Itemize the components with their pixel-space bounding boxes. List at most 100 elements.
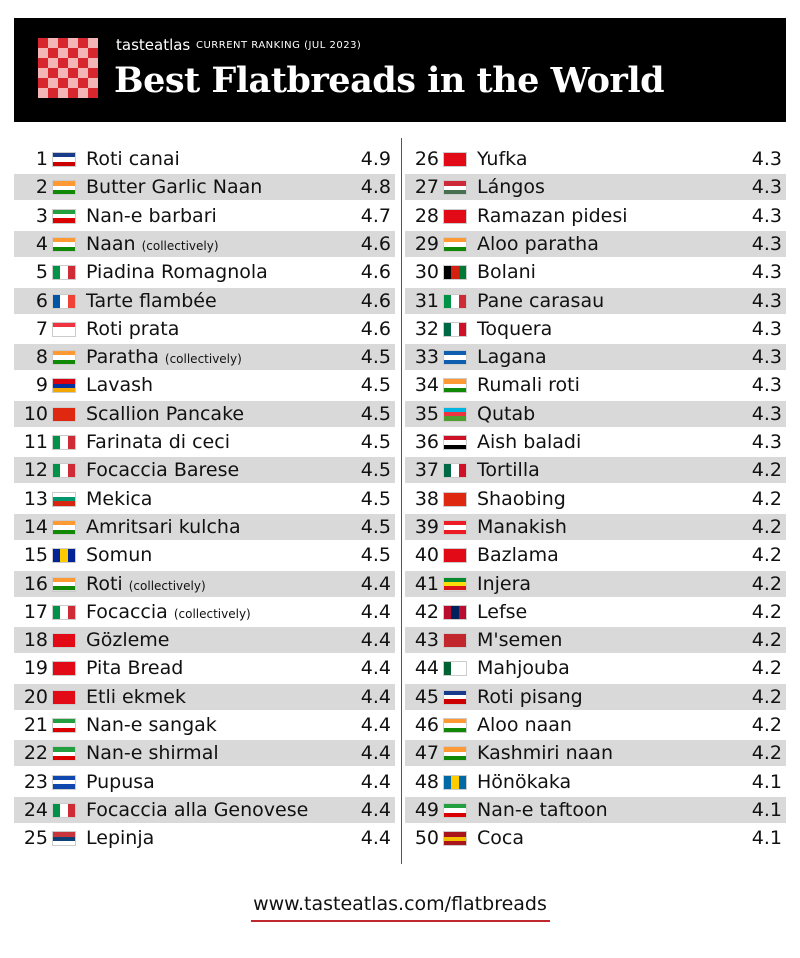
- rank: 25: [23, 827, 48, 850]
- flag-stripe: [60, 294, 68, 308]
- flag-stripe: [444, 803, 466, 809]
- flag-stripe: [444, 379, 466, 384]
- flag-stripe: [444, 549, 466, 554]
- rank: 40: [414, 544, 439, 567]
- table-row: 47 Kashmiri naan 4.2: [405, 740, 786, 767]
- flag-stripe: [53, 237, 75, 243]
- flag-icon: [443, 661, 467, 677]
- dish-name-text: Roti pisang: [477, 685, 583, 708]
- checker-cell: [38, 58, 48, 68]
- flag-icon: [52, 236, 76, 252]
- logo: [38, 38, 98, 98]
- rating: 4.4: [360, 714, 391, 736]
- checker-cell: [38, 78, 48, 88]
- rank: 12: [23, 459, 48, 482]
- flag-stripe: [451, 294, 459, 308]
- checker-cell: [78, 48, 88, 58]
- flag-stripe: [53, 242, 75, 247]
- flag-stripe: [53, 755, 75, 761]
- flag-stripe: [53, 695, 75, 700]
- brand: tasteatlas: [116, 36, 191, 54]
- dish-name: Tortilla: [477, 459, 540, 481]
- rating: 4.9: [360, 148, 391, 170]
- flag-icon: [52, 491, 76, 507]
- flag-icon: [443, 802, 467, 818]
- dish-name-text: Aloo paratha: [477, 232, 599, 255]
- flag-stripe: [444, 719, 466, 724]
- flag-icon: [443, 633, 467, 649]
- flag-stripe: [444, 751, 466, 756]
- rating: 4.6: [360, 261, 391, 284]
- dish-name-text: Scallion Pancake: [86, 402, 245, 425]
- flag-stripe: [444, 605, 452, 619]
- flag-icon: [443, 265, 467, 281]
- flag-stripe: [53, 727, 75, 732]
- table-row: 45 Roti pisang 4.2: [405, 683, 786, 710]
- flag-stripe: [53, 501, 75, 506]
- flag-stripe: [444, 213, 466, 219]
- rank: 35: [414, 402, 439, 425]
- rating: 4.3: [751, 289, 782, 312]
- checker-cell: [78, 58, 88, 68]
- flag-stripe: [444, 525, 466, 530]
- flag-icon: [443, 548, 467, 564]
- flag-stripe: [67, 803, 75, 817]
- footer-url[interactable]: www.tasteatlas.com/flatbreads: [253, 893, 547, 915]
- rating: 4.6: [360, 232, 391, 255]
- flag-stripe: [53, 213, 75, 219]
- dish-name: Pita Bread: [86, 657, 183, 679]
- rank: 37: [414, 459, 439, 482]
- rating: 4.7: [360, 204, 391, 227]
- flag-stripe: [458, 322, 466, 336]
- flag-stripe: [444, 775, 452, 789]
- table-row: 21 Nan-e sangak 4.4: [14, 712, 395, 738]
- checker-cell: [68, 68, 78, 78]
- rank: 23: [23, 770, 48, 793]
- table-row: 10 Scallion Pancake 4.5: [14, 400, 395, 427]
- flag-stripe: [458, 464, 466, 478]
- flag-stripe: [53, 388, 75, 393]
- table-row: 1 Roti canai 4.9: [14, 146, 395, 172]
- rank: 39: [414, 515, 439, 538]
- flag-stripe: [444, 699, 466, 704]
- flag-stripe: [53, 294, 61, 308]
- dish-name-text: Naan: [86, 232, 136, 255]
- rank: 43: [414, 629, 439, 652]
- flag-stripe: [444, 577, 466, 582]
- checker-cell: [48, 58, 58, 68]
- rank: 24: [23, 798, 48, 821]
- dish-name-text: Amritsari kulcha: [86, 515, 241, 538]
- dish-name-text: Lavash: [86, 374, 154, 397]
- flag-stripe: [53, 185, 75, 190]
- dish-name: Aloo naan: [477, 714, 572, 736]
- flag-stripe: [444, 218, 466, 223]
- flag-stripe: [53, 779, 75, 785]
- flag-icon: [52, 689, 76, 705]
- flag-stripe: [53, 836, 75, 841]
- dish-name-text: Tarte flambée: [86, 289, 217, 312]
- flag-stripe: [458, 662, 466, 676]
- dish-name: Lefse: [477, 601, 527, 623]
- flag-stripe: [67, 605, 75, 619]
- dish-name: Qutab: [477, 403, 535, 425]
- flag-stripe: [444, 246, 466, 251]
- rank: 6: [35, 289, 48, 312]
- dish-name: Injera: [477, 573, 531, 595]
- rating: 4.4: [360, 657, 391, 680]
- flag-stripe: [53, 803, 61, 817]
- flag-stripe: [444, 322, 452, 336]
- flag-stripe: [444, 416, 466, 421]
- table-row: 29 Aloo paratha 4.3: [405, 230, 786, 257]
- flag-stripe: [53, 266, 61, 280]
- flag-stripe: [444, 755, 466, 761]
- flag-stripe: [444, 294, 452, 308]
- table-row: 25 Lepinja 4.4: [14, 825, 395, 851]
- dish-note: (collectively): [141, 238, 219, 253]
- checker-cell: [48, 78, 58, 88]
- table-row: 3 Nan-e barbari 4.7: [14, 203, 395, 229]
- flag-icon: [52, 831, 76, 847]
- rank: 47: [414, 742, 439, 765]
- checker-cell: [58, 78, 68, 88]
- dish-name-text: Mekica: [86, 487, 153, 510]
- flag-icon: [443, 350, 467, 366]
